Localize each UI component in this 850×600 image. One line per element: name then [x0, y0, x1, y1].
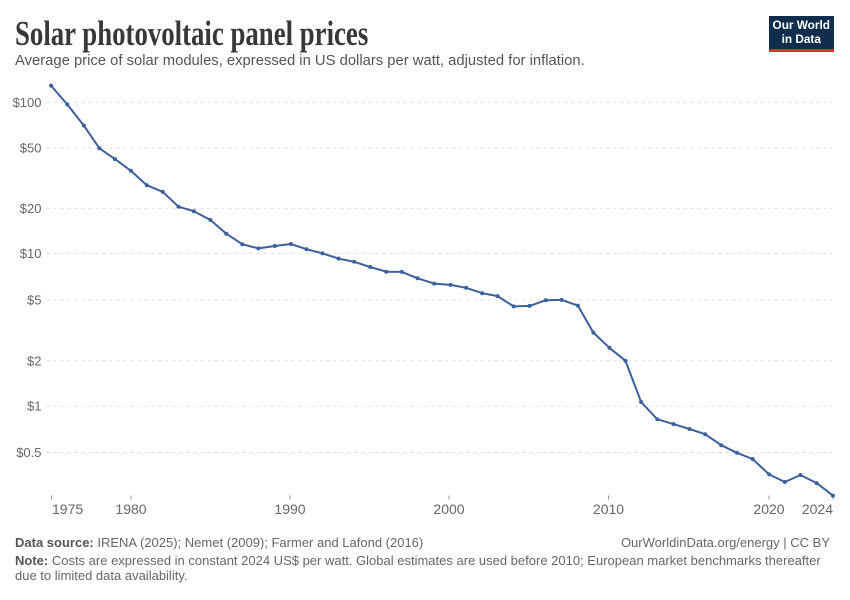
svg-text:1975: 1975: [52, 501, 83, 517]
svg-text:$100: $100: [13, 95, 42, 110]
svg-text:$10: $10: [20, 246, 42, 261]
svg-text:$1: $1: [27, 399, 41, 414]
svg-text:$5: $5: [27, 293, 41, 308]
svg-text:$50: $50: [20, 141, 42, 156]
svg-text:1980: 1980: [115, 501, 146, 517]
svg-text:1990: 1990: [274, 501, 305, 517]
svg-text:2010: 2010: [593, 501, 624, 517]
svg-text:$0.5: $0.5: [16, 445, 41, 460]
svg-text:2020: 2020: [753, 501, 784, 517]
svg-text:$2: $2: [27, 353, 41, 368]
svg-text:2000: 2000: [433, 501, 464, 517]
svg-text:$20: $20: [20, 201, 42, 216]
svg-text:2024: 2024: [802, 501, 833, 517]
